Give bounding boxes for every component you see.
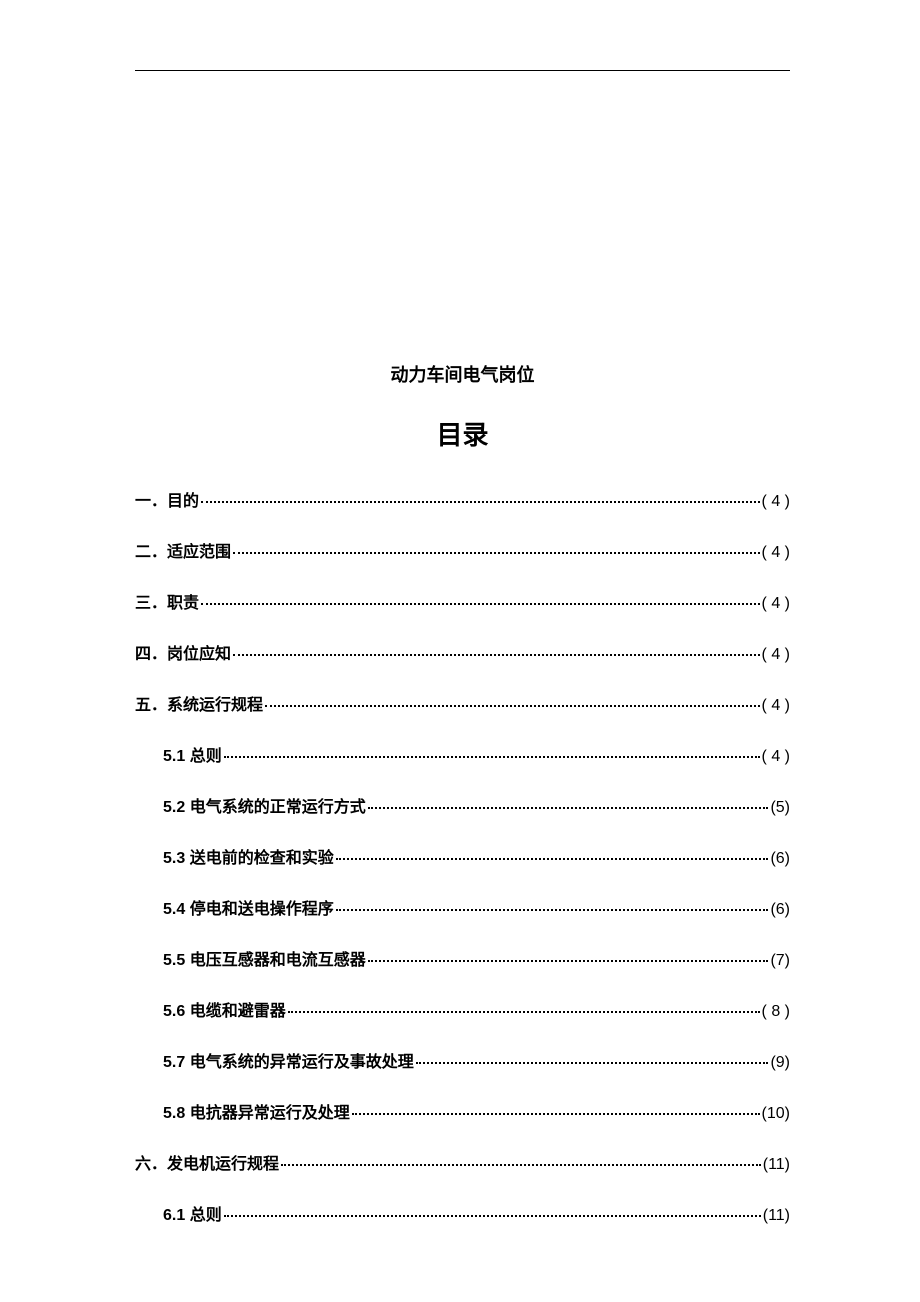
toc-leader-dots — [233, 552, 760, 554]
toc-entry: 6.1 总则 11 — [135, 1201, 790, 1225]
toc-entry-page: 9 — [770, 1054, 790, 1072]
toc-entry-page: 4 — [762, 595, 790, 613]
toc-entry-label: 六．发电机运行规程 — [135, 1150, 279, 1174]
document-page: 动力车间电气岗位 目录 一．目的4二．适应范围4三．职责4四．岗位应知4五．系统… — [0, 0, 920, 1225]
toc-entry-page: 7 — [770, 952, 790, 970]
toc-leader-dots — [368, 807, 769, 809]
toc-entry-page: 6 — [770, 850, 790, 868]
toc-leader-dots — [336, 909, 769, 911]
toc-entry: 三．职责 4 — [135, 589, 790, 613]
toc-entry-page: 8 — [762, 1003, 790, 1021]
toc-leader-dots — [201, 501, 760, 503]
toc-entry: 一．目的 4 — [135, 487, 790, 511]
toc-entry: 二．适应范围 4 — [135, 538, 790, 562]
toc-entry-label: 5.3 送电前的检查和实验 — [163, 844, 334, 868]
toc-leader-dots — [265, 705, 760, 707]
toc-entry: 五．系统运行规程 4 — [135, 691, 790, 715]
toc-leader-dots — [352, 1113, 760, 1115]
toc-entry-label: 5.8 电抗器异常运行及处理 — [163, 1099, 350, 1123]
toc-leader-dots — [224, 1215, 761, 1217]
toc-entry: 5.8 电抗器异常运行及处理 10 — [135, 1099, 790, 1123]
toc-entry: 5.1 总则 4 — [135, 742, 790, 766]
toc-entry-page: 6 — [770, 901, 790, 919]
toc-entry-page: 4 — [762, 544, 790, 562]
document-subtitle: 动力车间电气岗位 — [135, 361, 790, 387]
toc-entry-label: 二．适应范围 — [135, 538, 231, 562]
toc-leader-dots — [224, 756, 760, 758]
toc-entry-label: 五．系统运行规程 — [135, 691, 263, 715]
toc-entry: 5.7 电气系统的异常运行及事故处理 9 — [135, 1048, 790, 1072]
toc-entry-label: 三．职责 — [135, 589, 199, 613]
toc-entry-label: 5.1 总则 — [163, 742, 222, 766]
toc-entry-label: 5.2 电气系统的正常运行方式 — [163, 793, 366, 817]
toc-leader-dots — [288, 1011, 760, 1013]
toc-entry: 5.4 停电和送电操作程序 6 — [135, 895, 790, 919]
toc-entry-label: 5.4 停电和送电操作程序 — [163, 895, 334, 919]
toc-entry-page: 4 — [762, 748, 790, 766]
toc-entry: 5.5 电压互感器和电流互感器 7 — [135, 946, 790, 970]
toc-entry-label: 5.6 电缆和避雷器 — [163, 997, 286, 1021]
toc-entry-label: 四．岗位应知 — [135, 640, 231, 664]
toc-leader-dots — [416, 1062, 769, 1064]
toc-title: 目录 — [135, 415, 790, 452]
header-divider-line — [135, 70, 790, 71]
toc-entry: 六．发电机运行规程 11 — [135, 1150, 790, 1174]
toc-leader-dots — [368, 960, 769, 962]
toc-entry-page: 4 — [762, 697, 790, 715]
toc-entry-page: 11 — [763, 1207, 790, 1225]
toc-entry-page: 5 — [770, 799, 790, 817]
toc-list: 一．目的 4 二．适应范围 4 三．职责 4 四．岗位应知 4 五．系统运行规程 4 5.1 总则 4… — [135, 487, 790, 1225]
toc-entry-label: 6.1 总则 — [163, 1201, 222, 1225]
toc-entry-label: 一．目的 — [135, 487, 199, 511]
toc-entry-page: 10 — [762, 1105, 790, 1123]
toc-entry-label: 5.7 电气系统的异常运行及事故处理 — [163, 1048, 414, 1072]
toc-entry-page: 4 — [762, 493, 790, 511]
toc-entry-page: 4 — [762, 646, 790, 664]
toc-entry: 5.6 电缆和避雷器 8 — [135, 997, 790, 1021]
toc-leader-dots — [201, 603, 760, 605]
toc-leader-dots — [336, 858, 769, 860]
toc-entry: 5.2 电气系统的正常运行方式 5 — [135, 793, 790, 817]
toc-entry: 5.3 送电前的检查和实验 6 — [135, 844, 790, 868]
toc-entry: 四．岗位应知 4 — [135, 640, 790, 664]
toc-entry-page: 11 — [763, 1156, 790, 1174]
toc-leader-dots — [233, 654, 760, 656]
toc-leader-dots — [281, 1164, 761, 1166]
toc-entry-label: 5.5 电压互感器和电流互感器 — [163, 946, 366, 970]
